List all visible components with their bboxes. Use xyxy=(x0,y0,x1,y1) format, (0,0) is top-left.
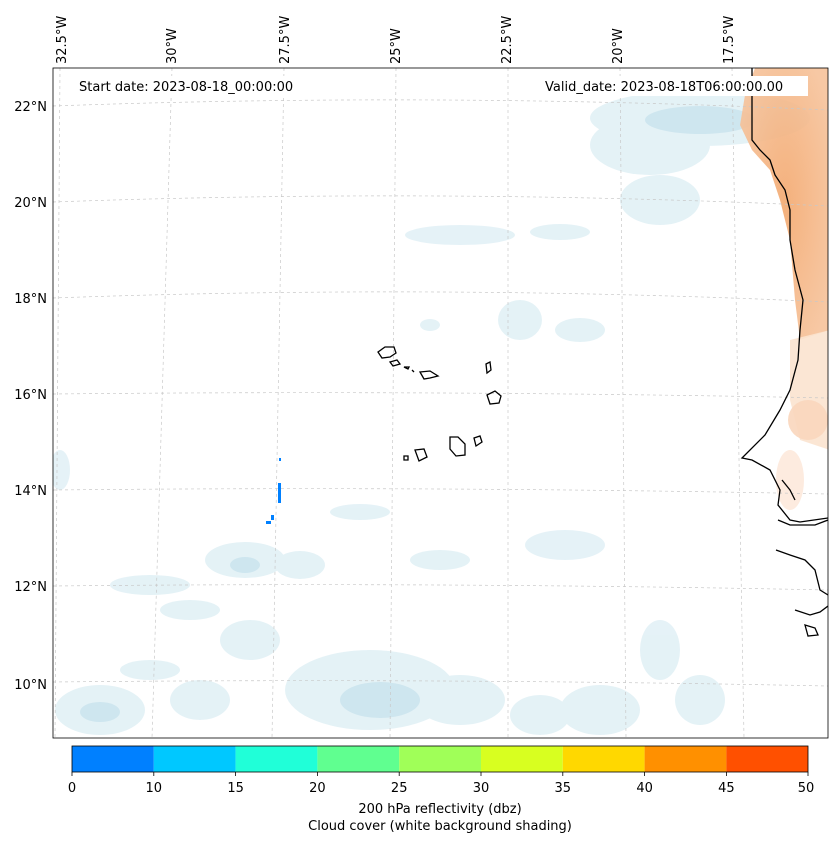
lon-label: 32.5°W xyxy=(55,16,70,64)
valid-date-box xyxy=(538,76,808,96)
colorbar-segment xyxy=(726,746,808,772)
cloud-cover-core xyxy=(80,106,755,722)
colorbar-tick-label: 10 xyxy=(146,781,163,796)
colorbar-tick-label: 20 xyxy=(309,781,326,796)
valid-date-text: Valid_date: 2023-08-18T06:00:00.00 xyxy=(545,80,783,95)
gridlines xyxy=(53,68,828,738)
colorbar-segment xyxy=(562,746,645,772)
colorbar-segment xyxy=(235,746,318,772)
lat-label: 10°N xyxy=(14,678,47,693)
colorbar-segment xyxy=(72,746,154,772)
island-sao-nicolau xyxy=(418,370,440,380)
start-date-text: Start date: 2023-08-18_00:00:00 xyxy=(79,80,293,95)
colorbar-sublabel: Cloud cover (white background shading) xyxy=(308,819,572,834)
colorbar-tick-label: 30 xyxy=(473,781,490,796)
island-brava xyxy=(403,455,409,461)
colorbar-label: 200 hPa reflectivity (dbz) xyxy=(358,802,521,817)
colorbar-frame xyxy=(71,745,809,773)
coastline xyxy=(377,68,828,637)
colorbar-tick-label: 45 xyxy=(718,781,735,796)
island-maio xyxy=(473,435,483,448)
colorbar-tick-label: 35 xyxy=(555,781,572,796)
lon-label: 22.5°W xyxy=(500,16,515,64)
colorbar-segment xyxy=(399,746,481,772)
lat-label: 12°N xyxy=(14,580,47,595)
lon-label: 20°W xyxy=(611,28,626,64)
map-panel: Start date: 2023-08-18_00:00:00 Valid_da… xyxy=(52,67,829,739)
lon-label: 30°W xyxy=(165,28,180,64)
lat-label: 18°N xyxy=(14,292,47,307)
island-sao-vicente xyxy=(388,359,402,367)
colorbar-tick-label: 50 xyxy=(798,781,815,796)
latitude-labels: 22°N 20°N 18°N 16°N 14°N 12°N 10°N xyxy=(14,100,47,693)
lat-label: 16°N xyxy=(14,388,47,403)
map-background xyxy=(53,68,828,738)
lon-label: 25°W xyxy=(389,28,404,64)
longitude-labels: 32.5°W 30°W 27.5°W 25°W 22.5°W 20°W 17.5… xyxy=(55,16,737,64)
island-fogo xyxy=(414,448,428,462)
start-date-box xyxy=(72,76,316,96)
lon-label: 17.5°W xyxy=(722,16,737,64)
lon-label: 27.5°W xyxy=(278,16,293,64)
colorbar-tick-label: 40 xyxy=(636,781,653,796)
land-shading xyxy=(740,68,828,510)
lat-label: 22°N xyxy=(14,100,47,115)
colorbar-segment xyxy=(153,746,236,772)
colorbar-segment xyxy=(644,746,727,772)
colorbar: 0 10 15 20 25 30 35 40 45 50 200 hPa ref… xyxy=(68,745,815,834)
map-frame xyxy=(52,67,829,739)
colorbar-tick-label: 15 xyxy=(227,781,244,796)
colorbar-segment xyxy=(317,746,400,772)
reflectivity-shading xyxy=(266,458,281,524)
lat-label: 20°N xyxy=(14,196,47,211)
colorbar-segment xyxy=(481,746,563,772)
colorbar-tick-label: 0 xyxy=(68,781,76,796)
colorbar-tick-label: 25 xyxy=(391,781,408,796)
map-content xyxy=(53,68,828,738)
island-santiago xyxy=(449,436,466,457)
colorbar-tick-marks xyxy=(71,772,809,776)
island-boa-vista xyxy=(486,390,502,405)
island-santo-antao xyxy=(377,346,397,359)
island-sal xyxy=(485,361,492,375)
lat-label: 14°N xyxy=(14,484,47,499)
